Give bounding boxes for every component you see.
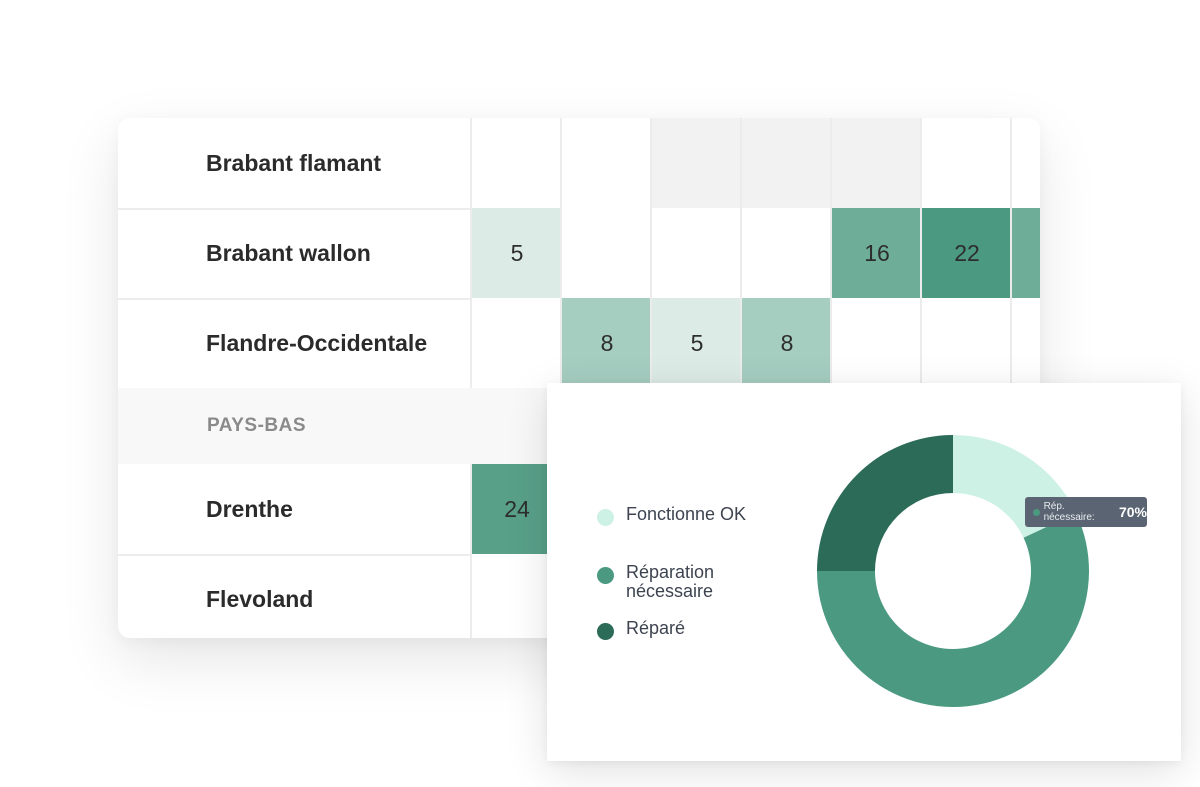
- grid-line: [560, 118, 562, 208]
- chart-tooltip: Rép. nécessaire: 70%: [1025, 497, 1147, 527]
- grid-line: [740, 118, 742, 208]
- donut-chart: [817, 435, 1089, 707]
- grid-line: [560, 298, 562, 388]
- table-row[interactable]: 8 5 8 Flandre-Occidentale: [118, 298, 1040, 390]
- grid-line: [470, 554, 472, 638]
- legend-label: Fonctionne OK: [626, 504, 747, 524]
- tooltip-value: 70%: [1118, 504, 1147, 520]
- heatmap-cell[interactable]: [922, 118, 1012, 208]
- grid-line: [920, 298, 922, 388]
- heatmap-cell[interactable]: [1012, 298, 1040, 388]
- grid-line: [470, 464, 472, 554]
- heatmap-cell[interactable]: 16: [832, 208, 922, 298]
- table-row[interactable]: 5 16 22 Brabant wallon: [118, 208, 1040, 300]
- region-label: Flandre-Occidentale: [206, 329, 428, 356]
- heatmap-cell[interactable]: [742, 208, 832, 298]
- region-label: Drenthe: [206, 495, 293, 522]
- grid-line: [650, 118, 652, 208]
- heatmap-cell[interactable]: [562, 118, 652, 208]
- grid-line: [830, 208, 832, 298]
- grid-line: [470, 208, 472, 298]
- heatmap-cell[interactable]: [652, 118, 742, 208]
- grid-line: [650, 208, 652, 298]
- region-label: Flevoland: [206, 585, 314, 612]
- heatmap-cell[interactable]: [472, 298, 562, 388]
- donut-slice[interactable]: [817, 435, 953, 571]
- legend-dot: [597, 509, 614, 526]
- heatmap-cell[interactable]: [1012, 208, 1040, 298]
- group-label: PAYS-BAS: [207, 415, 307, 436]
- grid-line: [740, 208, 742, 298]
- heatmap-cell[interactable]: [652, 208, 742, 298]
- grid-line: [1010, 208, 1012, 298]
- grid-line: [740, 298, 742, 388]
- heatmap-cell[interactable]: 8: [562, 298, 652, 388]
- legend-label: Réparé: [626, 618, 686, 638]
- heatmap-cell[interactable]: [922, 298, 1012, 388]
- grid-line: [650, 298, 652, 388]
- heatmap-cell[interactable]: [832, 118, 922, 208]
- heatmap-cell[interactable]: [562, 208, 652, 298]
- heatmap-cell[interactable]: [472, 118, 562, 208]
- region-label: Brabant wallon: [206, 239, 371, 266]
- heatmap-cell[interactable]: 22: [922, 208, 1012, 298]
- heatmap-cell[interactable]: [1012, 118, 1040, 208]
- region-label: Brabant flamant: [206, 149, 382, 176]
- heatmap-cell[interactable]: 5: [652, 298, 742, 388]
- grid-line: [560, 208, 562, 298]
- donut-chart-card: Fonctionne OK Réparation nécessaire Réparé…: [547, 383, 1181, 761]
- donut-slice[interactable]: [817, 513, 1089, 707]
- grid-line: [470, 298, 472, 388]
- legend-dot: [597, 623, 614, 640]
- grid-line: [830, 298, 832, 388]
- grid-line: [1010, 298, 1012, 388]
- heatmap-cell[interactable]: 5: [472, 208, 562, 298]
- table-row[interactable]: Brabant flamant: [118, 118, 1040, 210]
- heatmap-cell[interactable]: [742, 118, 832, 208]
- legend-dot: [597, 567, 614, 584]
- legend-label: Réparation nécessaire: [626, 562, 715, 601]
- grid-line: [920, 208, 922, 298]
- heatmap-cell[interactable]: 8: [742, 298, 832, 388]
- tooltip-series-dot: [1033, 508, 1040, 516]
- grid-line: [920, 118, 922, 208]
- heatmap-cell[interactable]: [832, 298, 922, 388]
- tooltip-label: Rép. nécessaire:: [1043, 501, 1095, 523]
- grid-line: [830, 118, 832, 208]
- grid-line: [1010, 118, 1012, 208]
- grid-line: [470, 118, 472, 208]
